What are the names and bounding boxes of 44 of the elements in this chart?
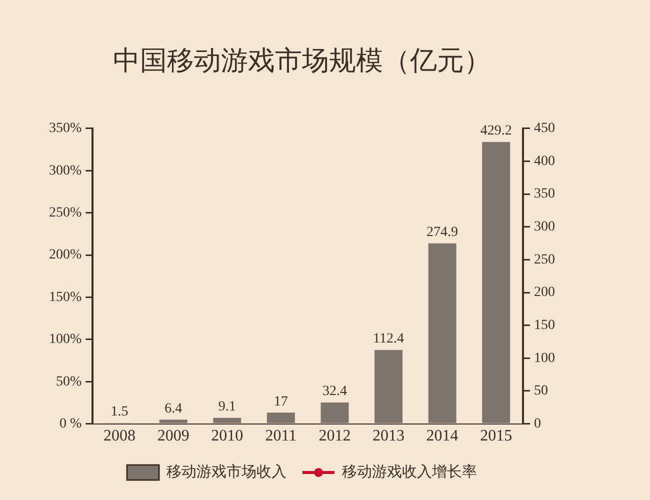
y2-tick-label: 350	[534, 186, 555, 202]
data-label: 274.9	[426, 225, 458, 240]
y-tick-label: 250%	[48, 205, 82, 220]
data-label: 17	[274, 394, 288, 410]
x-tick-label: 2013	[372, 428, 405, 445]
y2-tick-label: 250	[534, 252, 555, 268]
bar	[213, 418, 242, 424]
y-tick-label: 100%	[48, 332, 82, 348]
y2-tick-label: 150	[534, 318, 555, 334]
x-tick-label: 2014	[426, 428, 458, 445]
bar	[266, 412, 295, 424]
bar	[159, 420, 188, 424]
bar	[320, 402, 349, 424]
data-label: 112.4	[373, 332, 404, 347]
x-tick-label: 2010	[211, 428, 244, 445]
bar	[428, 243, 456, 424]
y-tick-label: 350%	[48, 121, 82, 136]
data-label: 429.2	[480, 124, 512, 139]
bar	[482, 142, 510, 424]
y-tick-label: 50%	[56, 374, 82, 390]
x-tick-label: 2009	[157, 428, 190, 445]
y-tick-label: 150%	[48, 290, 82, 305]
data-label: 9.1	[218, 400, 236, 414]
y-tick-label: 200%	[48, 248, 82, 263]
y2-tick-label: 200	[534, 285, 555, 300]
y2-tick-label: 400	[534, 154, 555, 169]
legend-label: 移动游戏收入增长率	[342, 463, 477, 480]
y-tick-label: 300%	[48, 163, 82, 178]
y2-tick-label: 50	[534, 384, 548, 399]
x-tick-label: 2012	[318, 428, 351, 445]
legend-label: 移动游戏市场收入	[166, 463, 286, 480]
data-label: 6.4	[164, 401, 182, 416]
chart-title: 中国移动游戏市场规模（亿元）	[113, 45, 491, 76]
data-label: 32.4	[322, 384, 347, 400]
x-tick-label: 2011	[265, 428, 297, 445]
x-tick-label: 2008	[104, 428, 136, 445]
bar	[374, 350, 403, 424]
x-tick-label: 2015	[480, 428, 512, 445]
y-tick-label: 0 %	[59, 416, 82, 432]
y2-tick-label: 300	[534, 220, 555, 235]
data-label: 1.5	[110, 404, 128, 420]
y2-tick-label: 0	[534, 416, 541, 432]
y2-tick-label: 450	[534, 121, 555, 136]
y2-tick-label: 100	[534, 350, 555, 366]
